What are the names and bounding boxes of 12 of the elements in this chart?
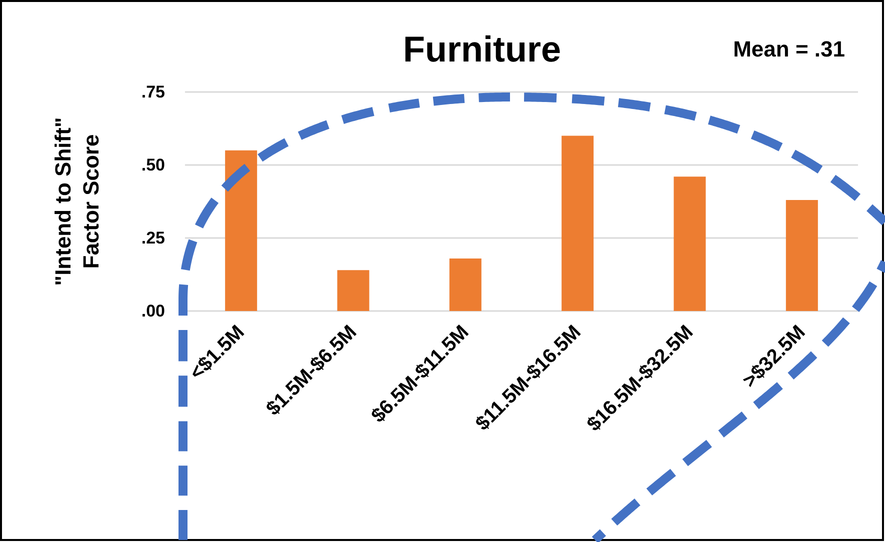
- y-tick-label: .75: [141, 82, 165, 102]
- bar: [337, 270, 370, 311]
- chart-title: Furniture: [403, 28, 561, 70]
- bar: [786, 200, 818, 311]
- text: Mean = .31: [733, 36, 845, 62]
- y-tick-label: .25: [141, 228, 165, 248]
- bar: [674, 176, 706, 311]
- y-tick-label: .50: [141, 156, 165, 174]
- bar: [449, 258, 482, 311]
- y-axis-title: "Intend to Shift" Factor Score: [50, 117, 104, 286]
- y-tick-label: .00: [141, 302, 165, 320]
- bar: [562, 136, 594, 311]
